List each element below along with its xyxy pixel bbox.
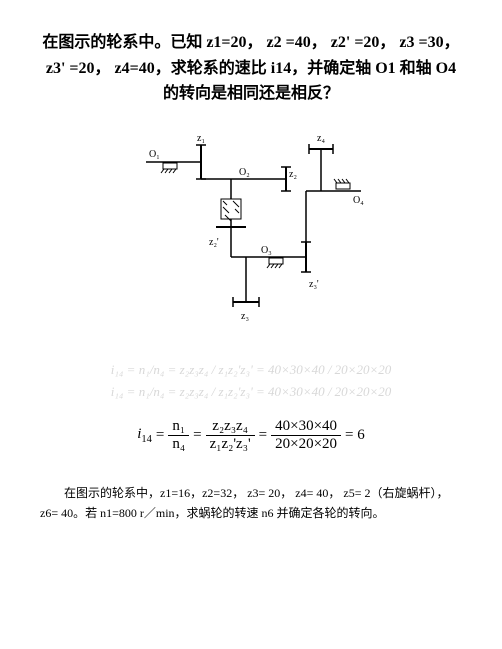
label-z2p: z₂' [209,237,219,248]
label-z3: z₃ [241,311,249,322]
gear-diagram: O₁ z₁ O₂ z₂ z₂' O₃ z₃ z₃' O₄ [40,127,462,332]
label-O1: O₁ [149,149,160,160]
label-z3p: z₃' [309,279,319,290]
label-z4: z₄ [317,133,325,144]
label-O3: O₃ [261,245,272,256]
faded-equation-1: i₁₄ = n₁/n₄ = z₂z₃z₄ / z₁z₂'z₃' = 40×30×… [40,362,462,378]
problem2-text: 在图示的轮系中，z1=16，z2=32， z3= 20， z4= 40， z5=… [40,483,462,524]
label-O4: O₄ [353,195,364,206]
faded-equation-2: i₁₄ = n₁/n₄ = z₂z₃z₄ / z₁z₂'z₃' = 40×30×… [40,384,462,400]
label-O2: O₂ [239,167,250,178]
main-equation: i14 = n₁ n₄ = z₂z₃z₄ z₁z₂'z₃' = 40×30×40… [40,418,462,453]
label-z2: z₂ [289,169,297,180]
label-z1: z₁ [197,133,205,144]
problem1-text: 在图示的轮系中。已知 z1=20， z2 =40， z2' =20， z3 =3… [40,30,462,107]
